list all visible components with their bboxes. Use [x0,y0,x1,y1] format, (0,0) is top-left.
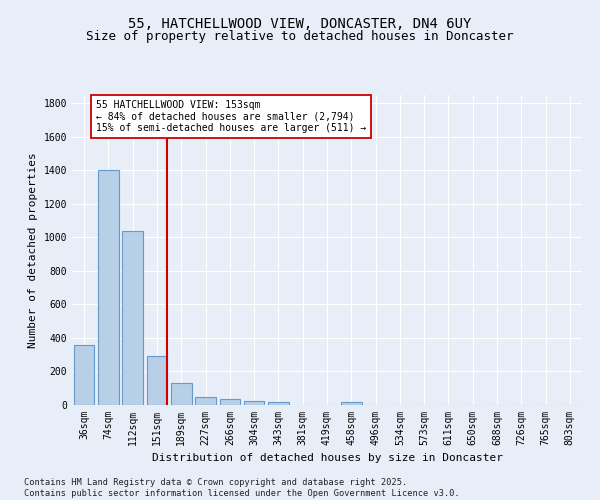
Text: Size of property relative to detached houses in Doncaster: Size of property relative to detached ho… [86,30,514,43]
Bar [146,356,167,405]
Bar [195,398,216,405]
Bar [171,383,191,405]
Bar [220,398,240,405]
Y-axis label: Number of detached properties: Number of detached properties [28,152,38,348]
Bar [122,230,143,405]
X-axis label: Distribution of detached houses by size in Doncaster: Distribution of detached houses by size … [151,454,503,464]
Bar [341,402,362,405]
Text: Contains HM Land Registry data © Crown copyright and database right 2025.
Contai: Contains HM Land Registry data © Crown c… [24,478,460,498]
Text: 55 HATCHELLWOOD VIEW: 153sqm
← 84% of detached houses are smaller (2,794)
15% of: 55 HATCHELLWOOD VIEW: 153sqm ← 84% of de… [96,100,367,133]
Bar [268,402,289,405]
Bar [98,170,119,405]
Bar [244,401,265,405]
Text: 55, HATCHELLWOOD VIEW, DONCASTER, DN4 6UY: 55, HATCHELLWOOD VIEW, DONCASTER, DN4 6U… [128,18,472,32]
Bar [74,344,94,405]
